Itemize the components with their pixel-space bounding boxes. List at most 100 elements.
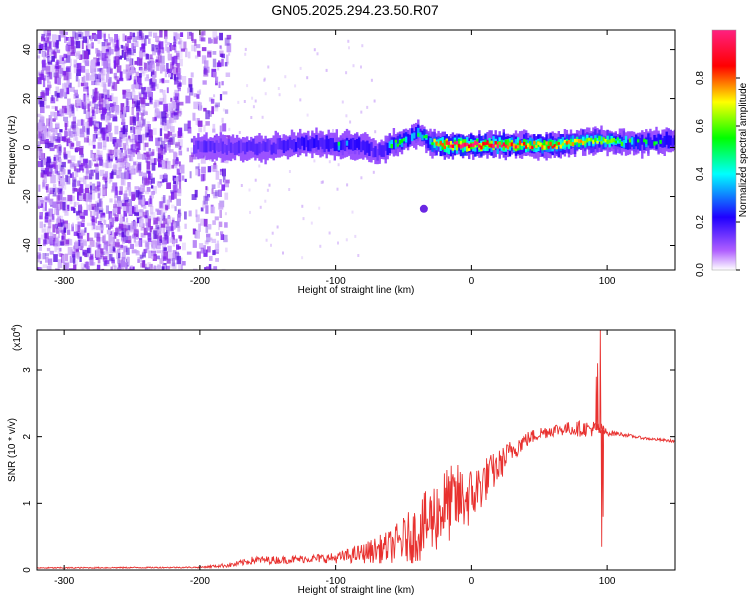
- spectrogram-noise-cell: [119, 161, 124, 169]
- spectrogram-noise-cell: [152, 240, 157, 249]
- spectrogram-noise-cell: [44, 212, 49, 220]
- spectrogram-noise-cell: [178, 265, 183, 270]
- spectrogram-band-cell: [671, 137, 674, 147]
- spectrogram-noise-cell: [219, 125, 223, 134]
- spectrogram-noise-cell: [165, 43, 168, 52]
- spectrogram-speckle: [254, 99, 257, 103]
- spectrogram-noise-cell: [95, 79, 100, 86]
- spectrogram-noise-cell: [89, 170, 94, 177]
- figure-title: GN05.2025.294.23.50.R07: [271, 2, 439, 18]
- spectrogram-noise-cell: [78, 211, 84, 218]
- spectrogram-noise-cell: [138, 83, 143, 90]
- spectrogram-noise-cell: [97, 101, 101, 107]
- spectrogram-noise-cell: [195, 214, 200, 223]
- spectrogram-noise-cell: [120, 115, 124, 119]
- spectrogram-band-cell: [459, 144, 463, 149]
- spectrogram-band-cell: [382, 145, 385, 157]
- spectrogram-noise-cell: [52, 234, 57, 242]
- spectrogram-noise-cell: [134, 186, 140, 190]
- spectrogram-noise-cell: [39, 245, 42, 251]
- spectrogram-noise-cell: [129, 243, 134, 249]
- spectrogram-noise-cell: [115, 111, 120, 115]
- spectrogram-noise-cell: [134, 60, 138, 65]
- spectrogram-noise-cell: [138, 91, 142, 97]
- spectrogram-noise-cell: [123, 69, 128, 74]
- spectrogram-noise-cell: [203, 245, 206, 253]
- snr-plot-area: [37, 330, 675, 570]
- snr-x-ticks: -300 -200 -100 0 100: [54, 330, 616, 587]
- spectrogram-band-cell: [655, 141, 658, 145]
- spectrogram-band-cell: [455, 143, 459, 151]
- spectrogram-noise-cell: [79, 256, 82, 262]
- spectrogram-noise-cell: [104, 171, 109, 178]
- spectrogram-y-tick-label: -40: [22, 238, 33, 253]
- snr-scale-label: (x104): [11, 324, 23, 351]
- spectrogram-noise-cell: [182, 261, 186, 266]
- spectrogram-x-tick-label: 0: [469, 276, 475, 287]
- spectrogram-noise-cell: [124, 165, 128, 173]
- spectrogram-noise-cell: [128, 155, 132, 162]
- spectrogram-noise-cell: [37, 147, 43, 151]
- spectrogram-speckle: [244, 47, 247, 51]
- spectrogram-band-cell: [425, 135, 428, 139]
- spectrogram-band-cell: [492, 136, 495, 150]
- spectrogram-noise-cell: [128, 187, 132, 196]
- spectrogram-noise-cell: [79, 146, 84, 154]
- spectrogram-noise-cell: [60, 31, 66, 38]
- spectrogram-noise-cell: [56, 244, 60, 250]
- spectrogram-noise-cell: [63, 197, 68, 204]
- spectrogram-band-cell: [386, 142, 389, 155]
- spectrogram-noise-cell: [75, 168, 79, 178]
- spectrogram-band-cell: [557, 142, 560, 145]
- spectrogram-noise-cell: [40, 105, 45, 114]
- spectrogram-noise-cell: [149, 226, 154, 230]
- spectrogram-noise-cell: [108, 114, 114, 118]
- spectrogram-speckle: [284, 75, 287, 79]
- spectrogram-speckle: [313, 159, 316, 163]
- spectrogram-speckle: [212, 192, 215, 196]
- spectrogram-noise-cell: [137, 259, 140, 263]
- spectrogram-noise-cell: [180, 164, 185, 174]
- spectrogram-noise-cell: [159, 128, 163, 137]
- spectrogram-noise-cell: [62, 83, 67, 92]
- spectrogram-noise-cell: [86, 56, 89, 63]
- spectrogram-noise-cell: [91, 68, 97, 77]
- spectrogram-noise-cell: [178, 38, 182, 43]
- spectrogram-speckle: [310, 221, 313, 225]
- spectrogram-noise-cell: [55, 128, 58, 136]
- spectrogram-noise-cell: [48, 71, 52, 79]
- spectrogram-noise-cell: [95, 96, 101, 101]
- spectrogram-noise-cell: [69, 173, 74, 178]
- spectrogram-x-ticks: -300 -200 -100 0 100: [54, 30, 616, 287]
- spectrogram-noise-cell: [60, 219, 65, 226]
- spectrogram-band-cell: [463, 142, 467, 147]
- spectrogram-noise-cell: [67, 261, 71, 267]
- spectrogram-noise-cell: [97, 74, 101, 83]
- spectrogram-noise-cell: [147, 154, 151, 160]
- spectrogram-speckle: [228, 52, 231, 56]
- spectrogram-band-cell: [669, 135, 672, 146]
- spectrogram-noise-cell: [129, 165, 134, 174]
- spectrogram-noise-cell: [125, 64, 131, 73]
- spectrogram-noise-cell: [224, 192, 229, 200]
- spectrogram-noise-cell: [72, 172, 75, 180]
- spectrogram-speckle: [328, 160, 331, 164]
- spectrogram-noise-cell: [85, 187, 89, 194]
- spectrogram-band-cell: [512, 143, 516, 148]
- spectrogram-noise-cell: [78, 187, 82, 196]
- spectrogram-band-cell: [533, 142, 536, 148]
- spectrogram-band-cell: [311, 137, 314, 149]
- spectrogram-noise-cell: [73, 208, 76, 214]
- spectrogram-noise-cell: [99, 103, 103, 111]
- spectrogram-speckle: [345, 238, 348, 242]
- spectrogram-noise-cell: [136, 112, 139, 122]
- spectrogram-noise-cell: [149, 195, 152, 204]
- spectrogram-noise-cell: [67, 128, 72, 136]
- spectrogram-noise-cell: [52, 187, 57, 197]
- spectrogram-noise-cell: [81, 267, 85, 270]
- spectrogram-noise-cell: [92, 183, 96, 191]
- spectrogram-noise-cell: [93, 34, 97, 39]
- spectrogram-band-cell: [396, 136, 400, 145]
- spectrogram-noise-cell: [113, 82, 118, 91]
- spectrogram-noise-cell: [200, 247, 205, 254]
